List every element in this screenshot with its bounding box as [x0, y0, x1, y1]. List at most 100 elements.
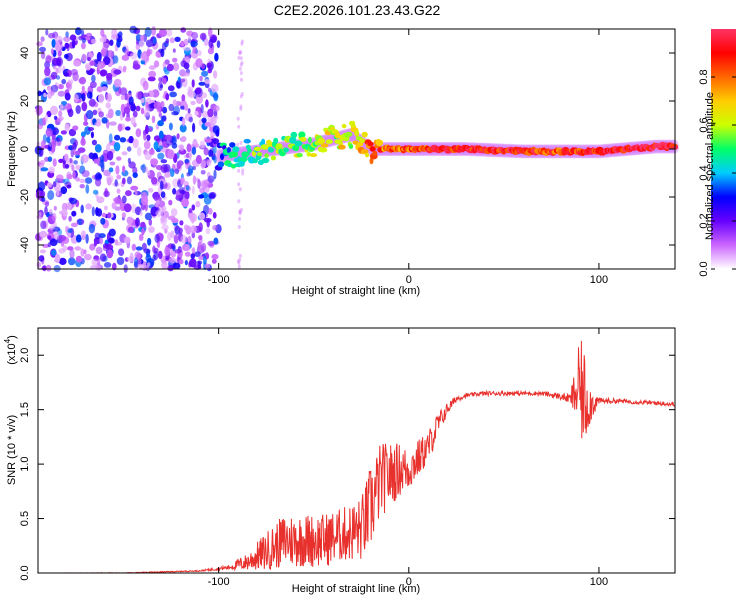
noise-blob	[75, 255, 83, 263]
noise-blob	[172, 99, 177, 107]
spectrogram-y-label: Frequency (Hz)	[6, 111, 18, 187]
noise-blob	[180, 177, 184, 185]
noise-blob	[190, 40, 198, 48]
noise-blob	[84, 36, 91, 41]
noise-blob	[62, 245, 68, 252]
noise-blob	[200, 242, 207, 252]
noise-blob	[52, 158, 57, 167]
noise-blob	[107, 212, 112, 219]
noise-blob	[97, 257, 101, 267]
noise-blob	[40, 220, 47, 230]
snr-series-line	[38, 340, 676, 574]
noise-blob	[48, 208, 53, 215]
signal-point	[283, 147, 289, 153]
noise-blob	[135, 217, 140, 227]
noise-blob	[55, 67, 59, 75]
noise-blob	[73, 94, 79, 103]
noise-blob	[61, 202, 68, 212]
noise-blob	[169, 257, 176, 264]
noise-blob	[130, 104, 137, 112]
noise-blob	[173, 234, 179, 244]
figure-title: C2E2.2026.101.23.43.G22	[274, 2, 441, 18]
snr-multiplier-exp: 4	[3, 338, 12, 343]
noise-blob	[50, 90, 55, 96]
noise-blob	[204, 121, 211, 127]
noise-blob	[48, 166, 55, 174]
noise-blob	[238, 51, 242, 56]
noise-blob	[212, 224, 218, 231]
noise-blob	[148, 148, 155, 156]
spectrogram-x-label: Height of straight line (km)	[292, 285, 420, 297]
noise-blob	[199, 32, 207, 41]
signal-point	[344, 131, 353, 137]
noise-blob	[45, 29, 49, 36]
noise-blob	[203, 37, 209, 47]
noise-blob	[108, 237, 115, 244]
noise-blob	[114, 199, 123, 205]
noise-blob	[39, 159, 46, 166]
signal-point	[354, 129, 360, 137]
noise-blob	[103, 169, 111, 177]
noise-blob	[116, 174, 122, 180]
noise-blob	[38, 255, 45, 262]
signal-point	[348, 143, 354, 150]
noise-blob	[210, 132, 216, 137]
noise-blob	[178, 227, 183, 234]
noise-blob	[143, 248, 151, 254]
noise-blob	[36, 41, 43, 47]
noise-blob	[135, 91, 142, 100]
noise-blob	[204, 159, 212, 164]
noise-blob	[122, 165, 126, 173]
noise-blob	[192, 46, 198, 54]
noise-blob	[238, 187, 242, 192]
noise-blob	[237, 55, 241, 60]
noise-blob	[238, 209, 242, 214]
noise-blob	[141, 227, 145, 236]
signal-point	[226, 147, 231, 153]
noise-blob	[136, 146, 142, 157]
noise-blob	[241, 171, 244, 176]
noise-blob	[183, 38, 189, 46]
colorbar-tick-label: 0.2	[698, 213, 710, 228]
noise-blob	[190, 225, 197, 234]
signal-point	[290, 131, 298, 139]
noise-blob	[171, 218, 179, 224]
colorbar-tick-label: 0.8	[698, 69, 710, 84]
noise-blob	[87, 56, 92, 62]
noise-blob	[143, 131, 147, 141]
noise-blob	[93, 158, 100, 164]
noise-blob	[187, 90, 196, 99]
y-tick-label: -40	[19, 237, 31, 253]
noise-blob	[148, 218, 153, 226]
snr-frame	[37, 327, 676, 574]
noise-blob	[109, 39, 114, 46]
noise-blob	[188, 208, 193, 214]
noise-blob	[103, 205, 108, 211]
signal-point	[359, 138, 366, 144]
noise-blob	[212, 115, 219, 120]
noise-blob	[121, 151, 128, 156]
noise-blob	[88, 152, 95, 159]
noise-blob	[172, 48, 176, 53]
noise-blob	[161, 205, 167, 213]
noise-blob	[141, 92, 150, 98]
snr-x-label: Height of straight line (km)	[292, 583, 420, 595]
y-tick-label: 0.5	[19, 511, 31, 526]
noise-blob	[167, 85, 175, 92]
noise-blob	[108, 167, 114, 173]
noise-blob	[51, 57, 60, 66]
noise-blob	[197, 179, 201, 189]
noise-blob	[209, 122, 214, 127]
noise-blob	[180, 40, 185, 47]
noise-blob	[198, 81, 206, 86]
noise-blob	[106, 72, 113, 81]
noise-blob	[198, 255, 205, 260]
noise-blob	[94, 122, 102, 127]
noise-blob	[114, 134, 121, 141]
y-tick-label: 1.0	[19, 456, 31, 471]
noise-blob	[180, 105, 186, 110]
noise-blob	[65, 31, 69, 38]
noise-blob	[46, 136, 51, 144]
noise-blob	[37, 181, 46, 191]
noise-blob	[45, 127, 53, 137]
